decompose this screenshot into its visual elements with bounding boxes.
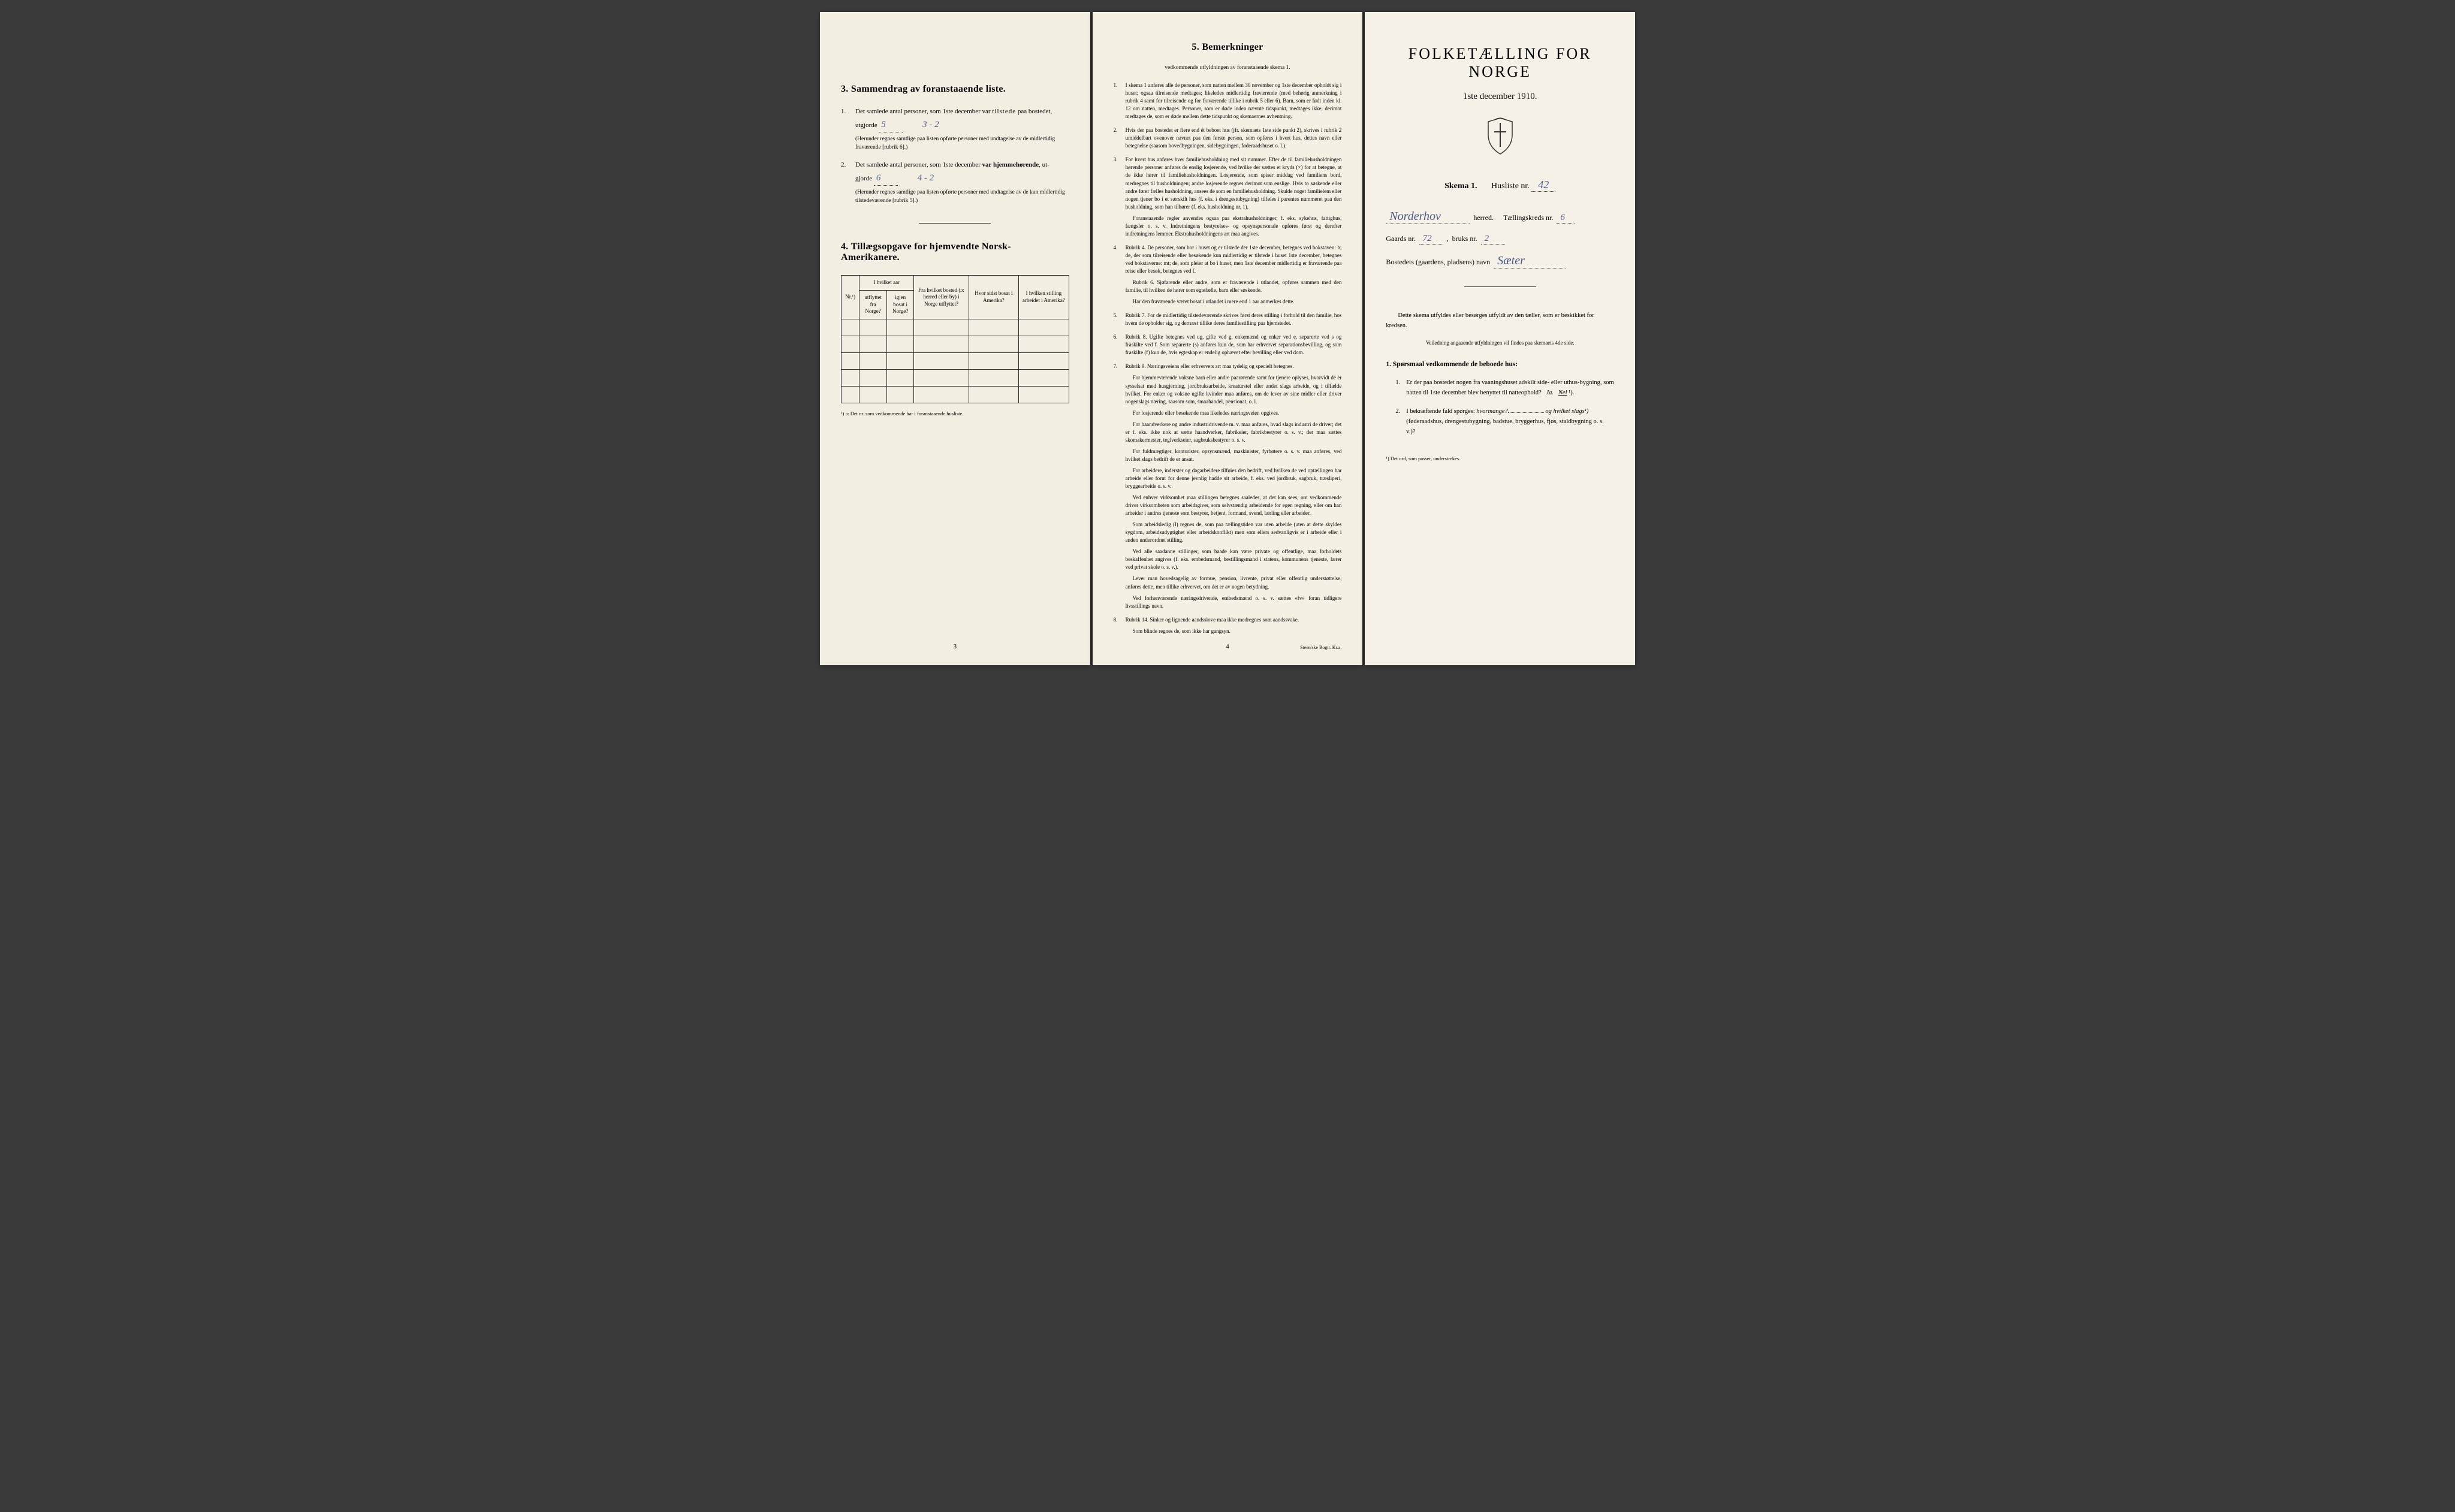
page-right: FOLKETÆLLING FOR NORGE 1ste december 191…: [1365, 12, 1635, 665]
th-bosted: Fra hvilket bosted (ɔ: herred eller by) …: [914, 276, 969, 319]
gaards-nr: 72: [1419, 234, 1443, 245]
bemerkning-item: 6.Rubrik 8. Ugifte betegnes ved ug, gift…: [1114, 333, 1342, 357]
footnote-right: ¹) Det ord, som passer, understrekes.: [1386, 455, 1614, 463]
bemerkning-item: 8.Rubrik 14. Sinker og lignende aandsslo…: [1114, 616, 1342, 635]
skema-line: Skema 1. Husliste nr. 42: [1386, 179, 1614, 192]
bemerkning-item: 3.For hvert hus anføres hver familiehush…: [1114, 156, 1342, 237]
bemerkning-item: 7.Rubrik 9. Næringsveiens eller erhverve…: [1114, 363, 1342, 609]
hjemmehorende-count: 6: [874, 171, 898, 186]
divider-right: [1464, 286, 1536, 287]
answer-nei: Nei: [1558, 390, 1567, 396]
document-spread: 3. Sammendrag av foranstaaende liste. 1.…: [820, 12, 1635, 665]
hjemmehorende-breakdown: 4 - 2: [918, 173, 934, 183]
section-3-title: 3. Sammendrag av foranstaaende liste.: [841, 84, 1069, 95]
th-bosat: igjen bosat i Norge?: [886, 290, 914, 319]
census-date: 1ste december 1910.: [1386, 92, 1614, 102]
bemerkning-item: 1.I skema 1 anføres alle de personer, so…: [1114, 82, 1342, 120]
kreds-nr: 6: [1557, 213, 1575, 224]
divider: [919, 223, 991, 224]
item1-note: (Herunder regnes samtlige paa listen opf…: [855, 135, 1069, 152]
census-title: FOLKETÆLLING FOR NORGE: [1386, 45, 1614, 81]
th-amerika: Hvor sidst bosat i Amerika?: [969, 276, 1019, 319]
tilstede-count: 5: [879, 117, 903, 132]
item2-note: (Herunder regnes samtlige paa listen opf…: [855, 188, 1069, 206]
page-number-4: 4: [1226, 643, 1229, 650]
husliste-nr-value: 42: [1531, 179, 1555, 192]
printer-mark: Steen'ske Bogtr. Kr.a.: [1300, 645, 1341, 650]
summary-item-2: 2. Det samlede antal personer, som 1ste …: [841, 160, 1069, 205]
hjemvendte-table: Nr.¹) I hvilket aar Fra hvilket bosted (…: [841, 275, 1069, 403]
th-aar: I hvilket aar: [859, 276, 914, 291]
th-stilling: I hvilken stilling arbeidet i Amerika?: [1019, 276, 1069, 319]
answer-ja: Ja.: [1546, 390, 1554, 396]
section-4-title: 4. Tillægsopgave for hjemvendte Norsk-Am…: [841, 242, 1069, 263]
bosted-name: Sæter: [1494, 254, 1566, 268]
bosted-line: Bostedets (gaardens, pladsens) navn Sæte…: [1386, 254, 1614, 268]
question-1: 1. Er der paa bostedet nogen fra vaaning…: [1386, 378, 1614, 399]
table-row: [842, 386, 1069, 403]
bemerkning-item: 5.Rubrik 7. For de midlertidig tilstedev…: [1114, 312, 1342, 327]
question-2: 2. I bekræftende fald spørges: hvormange…: [1386, 407, 1614, 437]
instructions-lead: Dette skema utfyldes eller besørges utfy…: [1386, 311, 1614, 331]
page-number-3: 3: [954, 643, 957, 650]
section-5: 5. Bemerkninger vedkommende utfyldningen…: [1114, 42, 1342, 635]
tilstede-breakdown: 3 - 2: [922, 120, 939, 129]
instructions: Dette skema utfyldes eller besørges utfy…: [1386, 311, 1614, 463]
bemerkning-item: 2.Hvis der paa bostedet er flere end ét …: [1114, 126, 1342, 150]
page-middle: 5. Bemerkninger vedkommende utfyldningen…: [1093, 12, 1363, 665]
table-row: [842, 369, 1069, 386]
bemerkning-item: 4.Rubrik 4. De personer, som bor i huset…: [1114, 244, 1342, 306]
norway-crest-icon: [1386, 117, 1614, 161]
table-row: [842, 352, 1069, 369]
table-row: [842, 336, 1069, 352]
section-4: 4. Tillægsopgave for hjemvendte Norsk-Am…: [841, 242, 1069, 417]
section-3: 3. Sammendrag av foranstaaende liste. 1.…: [841, 84, 1069, 205]
instructions-sub: Veiledning angaaende utfyldningen vil fi…: [1386, 339, 1614, 347]
page-left: 3. Sammendrag av foranstaaende liste. 1.…: [820, 12, 1090, 665]
herred-name: Norderhov: [1386, 210, 1470, 224]
table-row: [842, 319, 1069, 336]
th-nr: Nr.¹): [842, 276, 859, 319]
questions-heading: 1. Spørsmaal vedkommende de beboede hus:: [1386, 359, 1614, 370]
table-footnote: ¹) ɔ: Det nr. som vedkommende har i fora…: [841, 411, 1069, 417]
herred-line: Norderhov herred. Tællingskreds nr. 6: [1386, 210, 1614, 224]
section-5-title: 5. Bemerkninger: [1114, 42, 1342, 53]
th-utflyttet: utflyttet fra Norge?: [859, 290, 887, 319]
bruks-nr: 2: [1481, 234, 1505, 245]
summary-item-1: 1. Det samlede antal personer, som 1ste …: [841, 107, 1069, 152]
gaards-line: Gaards nr. 72, bruks nr. 2: [1386, 234, 1614, 245]
section-5-subtitle: vedkommende utfyldningen av foranstaaend…: [1114, 65, 1342, 71]
